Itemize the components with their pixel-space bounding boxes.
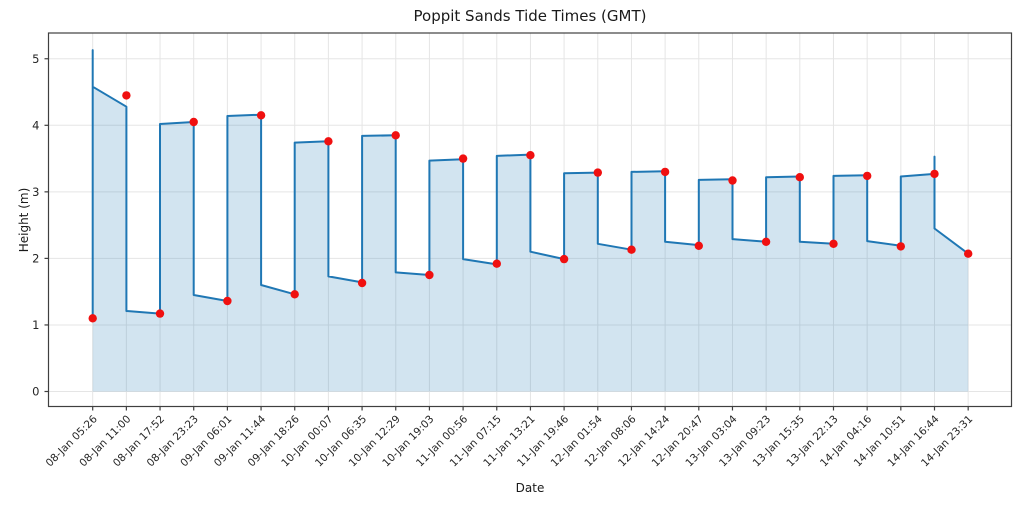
tide-marker-dot <box>627 245 636 254</box>
tide-markers <box>88 91 973 323</box>
tide-marker-dot <box>761 237 771 246</box>
tide-marker-dot <box>425 270 434 280</box>
tide-marker-dot <box>155 309 165 318</box>
y-tick-label: 0 <box>32 385 39 399</box>
y-tick-label: 3 <box>32 185 39 199</box>
x-axis-label: Date <box>515 481 545 495</box>
y-tick-label: 5 <box>32 52 39 66</box>
tide-marker-dot <box>964 249 973 258</box>
tide-marker-dot <box>88 314 97 323</box>
chart-title: Poppit Sands Tide Times (GMT) <box>413 7 647 25</box>
tide-marker-dot <box>223 296 232 306</box>
tide-marker-dot <box>829 239 838 248</box>
tide-marker-dot <box>728 176 737 185</box>
tide-marker-dot <box>391 131 400 140</box>
y-axis-label: Height (m) <box>17 187 31 253</box>
y-tick-label: 1 <box>32 318 39 332</box>
tick-marks <box>44 58 969 411</box>
tide-marker-dot <box>492 259 501 268</box>
tide-area-fill <box>92 50 969 392</box>
tide-marker-dot <box>189 117 198 127</box>
y-tick-labels: 0 1 2 3 4 5 <box>32 52 39 399</box>
tide-marker-dot <box>122 91 131 100</box>
tide-marker-dot <box>559 254 569 264</box>
tide-marker-dot <box>290 290 299 299</box>
tide-marker-dot <box>458 154 468 163</box>
tide-marker-dot <box>526 151 535 160</box>
tide-marker-dot <box>863 171 872 181</box>
tide-marker-dot <box>930 169 939 179</box>
tide-marker-dot <box>660 167 670 177</box>
tide-marker-dot <box>694 241 703 250</box>
tide-marker-dot <box>795 173 804 182</box>
y-tick-label: 2 <box>32 251 39 265</box>
tide-marker-dot <box>593 168 602 177</box>
tide-marker-dot <box>357 278 367 288</box>
y-tick-label: 4 <box>32 118 39 132</box>
tide-marker-dot <box>324 137 333 146</box>
tide-marker-dot <box>256 111 266 120</box>
tide-marker-dot <box>896 242 905 251</box>
